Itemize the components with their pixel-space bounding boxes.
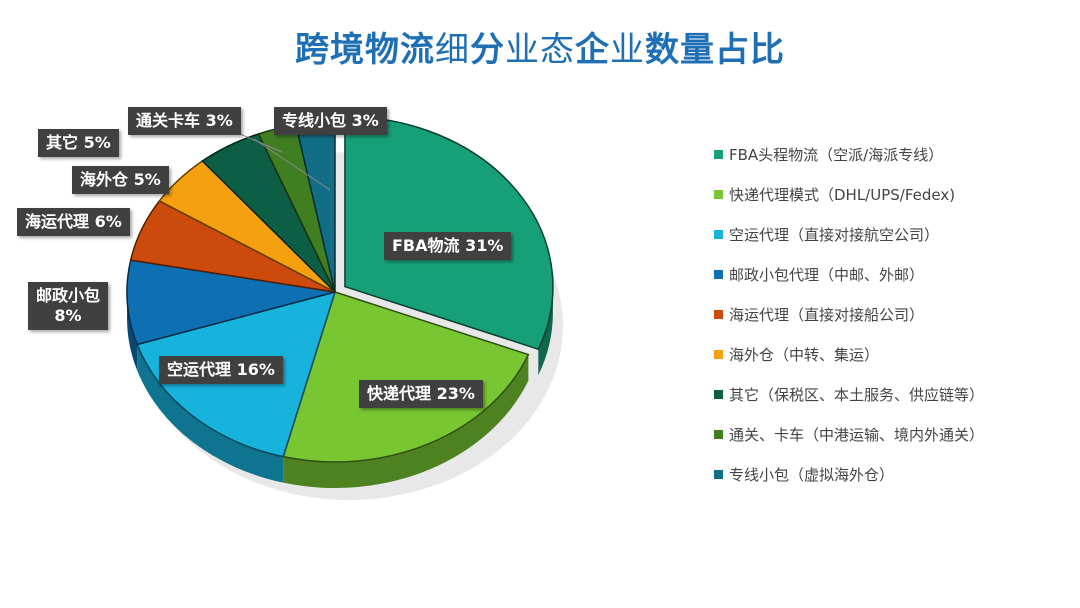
legend-label: 空运代理（直接对接航空公司） — [729, 225, 940, 244]
legend-item: 快递代理模式（DHL/UPS/Fedex) — [714, 174, 984, 214]
legend-label: 其它（保税区、本土服务、供应链等） — [729, 385, 985, 404]
legend-item: 邮政小包代理（中邮、外邮） — [714, 254, 984, 294]
label-postal: 邮政小包 8% — [28, 282, 109, 330]
legend-item: 其它（保税区、本土服务、供应链等） — [714, 374, 984, 414]
title-part: 企 — [575, 30, 610, 70]
legend-label: FBA头程物流（空派/海派专线） — [729, 145, 944, 164]
legend-swatch — [714, 309, 723, 319]
label-air: 空运代理 16% — [159, 356, 283, 384]
title-part: 数量占比 — [645, 30, 785, 70]
label-postal-line2: 8% — [54, 306, 82, 325]
legend-item: 通关、卡车（中港运输、境内外通关） — [714, 414, 984, 454]
legend-item: FBA头程物流（空派/海派专线） — [714, 134, 984, 174]
legend-item: 海运代理（直接对接船公司） — [714, 294, 984, 334]
title-part: 跨境物流 — [295, 30, 435, 70]
legend-label: 海外仓（中转、集运） — [729, 345, 880, 364]
legend-swatch — [714, 469, 723, 479]
legend-swatch — [714, 389, 723, 399]
pie-slice — [282, 291, 530, 463]
label-other: 其它 5% — [38, 129, 119, 157]
legend: FBA头程物流（空派/海派专线） 快递代理模式（DHL/UPS/Fedex) 空… — [714, 134, 984, 494]
leader-line — [253, 138, 331, 191]
label-sea: 海运代理 6% — [17, 208, 130, 236]
legend-item: 海外仓（中转、集运） — [714, 334, 984, 374]
legend-label: 邮政小包代理（中邮、外邮） — [729, 265, 925, 284]
legend-swatch — [714, 149, 723, 159]
pie-slice — [126, 259, 336, 346]
pie-slice-side — [137, 344, 284, 483]
label-customs-truck: 通关卡车 3% — [128, 107, 241, 135]
legend-label: 海运代理（直接对接船公司） — [729, 305, 925, 324]
label-postal-line1: 邮政小包 — [36, 286, 101, 305]
label-dedicated-parcel: 专线小包 3% — [274, 107, 387, 135]
legend-swatch — [714, 429, 723, 439]
legend-label: 通关、卡车（中港运输、境内外通关） — [729, 425, 985, 444]
pie-slice-side — [283, 354, 529, 488]
legend-label: 快递代理模式（DHL/UPS/Fedex) — [729, 185, 956, 204]
label-overseas-warehouse: 海外仓 5% — [72, 166, 169, 194]
title-part: 分 — [470, 30, 505, 70]
pie-slice-side — [538, 286, 553, 376]
title-part: 细 — [435, 30, 470, 70]
label-express: 快递代理 23% — [359, 380, 483, 408]
legend-label: 专线小包（虚拟海外仓） — [729, 465, 895, 484]
chart-title: 跨境物流细分业态企业数量占比 — [0, 22, 1080, 71]
legend-item: 专线小包（虚拟海外仓） — [714, 454, 984, 494]
legend-item: 空运代理（直接对接航空公司） — [714, 214, 984, 254]
legend-swatch — [714, 349, 723, 359]
title-part: 业 — [610, 30, 645, 70]
legend-swatch — [714, 229, 723, 239]
title-part: 业态 — [505, 30, 575, 70]
label-fba: FBA物流 31% — [384, 232, 512, 260]
legend-swatch — [714, 189, 723, 199]
legend-swatch — [714, 269, 723, 279]
